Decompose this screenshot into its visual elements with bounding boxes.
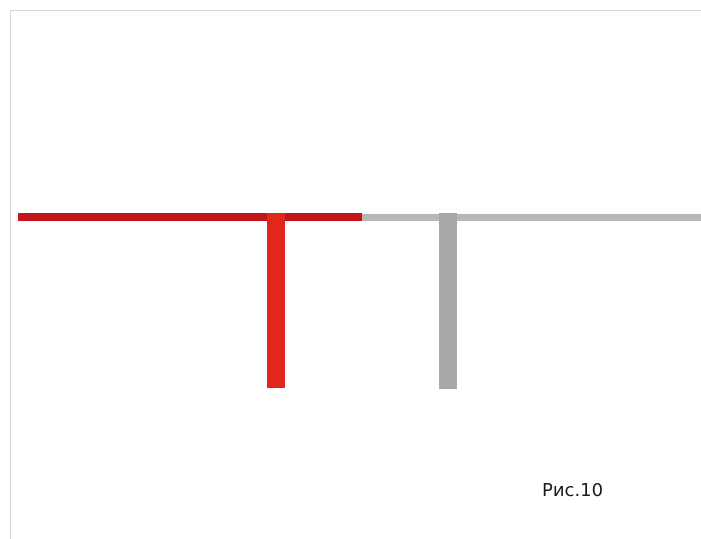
red-vertical-bar [267,213,285,388]
gray-vertical-bar [439,213,457,389]
red-horizontal-bar [18,213,362,221]
figure-caption: Рис.10 [542,480,604,501]
frame-left-border [10,10,11,539]
frame-top-border [10,10,701,11]
gray-horizontal-bar [362,214,701,221]
